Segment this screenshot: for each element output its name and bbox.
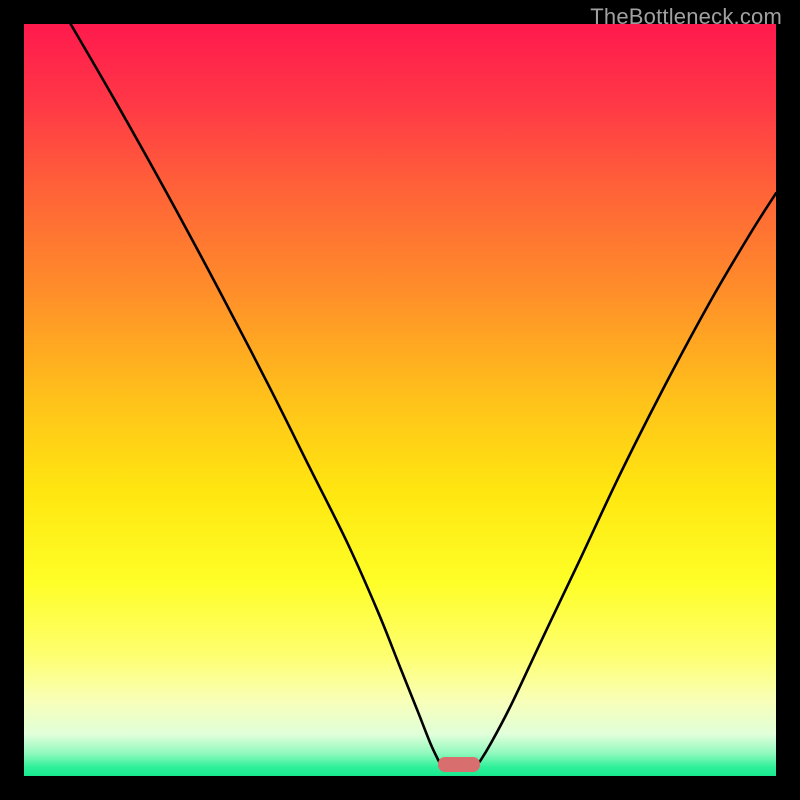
right-curve (480, 193, 776, 762)
plot-area (24, 24, 776, 776)
left-curve (71, 24, 439, 762)
bottleneck-marker (438, 757, 480, 772)
chart-frame: TheBottleneck.com (0, 0, 800, 800)
curves-layer (24, 24, 776, 776)
